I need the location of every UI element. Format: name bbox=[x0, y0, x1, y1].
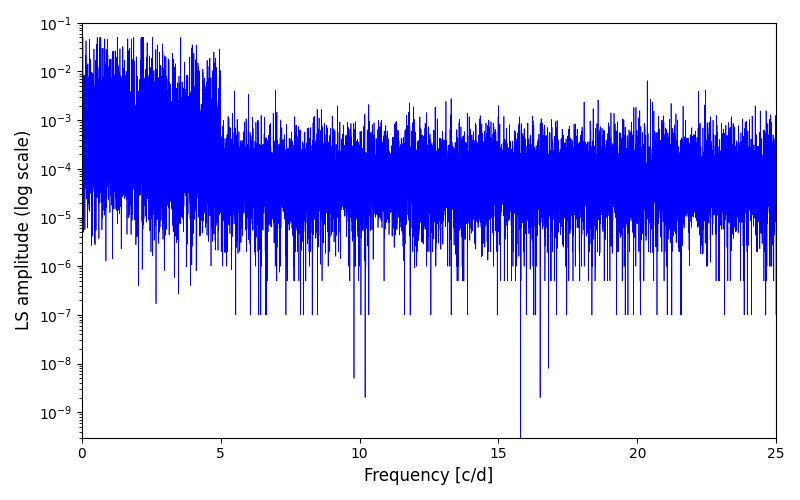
Y-axis label: LS amplitude (log scale): LS amplitude (log scale) bbox=[15, 130, 33, 330]
X-axis label: Frequency [c/d]: Frequency [c/d] bbox=[364, 467, 494, 485]
